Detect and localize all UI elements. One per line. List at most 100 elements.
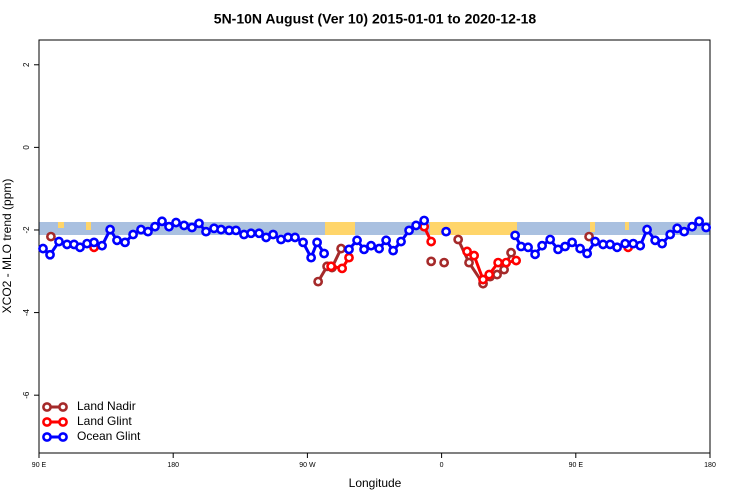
data-point bbox=[75, 242, 85, 253]
data-point bbox=[469, 250, 480, 261]
data-point bbox=[201, 226, 211, 237]
data-point bbox=[612, 242, 623, 253]
legend-marker bbox=[42, 432, 52, 442]
data-point bbox=[679, 226, 690, 237]
data-point bbox=[45, 249, 55, 260]
land-strip bbox=[590, 222, 595, 232]
data-point bbox=[319, 248, 330, 259]
data-point bbox=[97, 240, 107, 251]
data-point bbox=[657, 238, 668, 249]
land-strip bbox=[625, 222, 629, 230]
data-point bbox=[231, 225, 241, 236]
y-tick-label: -2 bbox=[22, 226, 31, 234]
data-point bbox=[590, 236, 601, 247]
data-point bbox=[150, 221, 160, 232]
legend-label: Land Nadir bbox=[77, 399, 136, 413]
data-point bbox=[426, 236, 437, 247]
data-point bbox=[194, 218, 204, 229]
x-tick-label: 180 bbox=[167, 462, 179, 469]
data-point bbox=[462, 246, 472, 257]
data-point bbox=[687, 221, 698, 232]
data-point bbox=[484, 269, 495, 280]
x-tick-label: 0 bbox=[440, 462, 444, 469]
data-point bbox=[665, 229, 676, 240]
data-point bbox=[439, 257, 450, 268]
data-point bbox=[584, 231, 594, 242]
data-point bbox=[701, 222, 712, 233]
data-point bbox=[157, 216, 167, 227]
data-point bbox=[501, 257, 512, 268]
data-point bbox=[694, 216, 705, 227]
data-point bbox=[388, 245, 399, 256]
data-point bbox=[344, 252, 354, 263]
data-point bbox=[560, 241, 570, 252]
data-point bbox=[306, 252, 317, 263]
data-point bbox=[642, 224, 652, 235]
data-point bbox=[453, 234, 464, 245]
data-point bbox=[179, 220, 189, 231]
legend-marker bbox=[58, 402, 68, 412]
data-point bbox=[120, 237, 130, 248]
legend-label: Ocean Glint bbox=[77, 429, 141, 443]
x-tick-label: 180 bbox=[704, 462, 716, 469]
data-point bbox=[313, 276, 324, 287]
x-tick-label: 90 E bbox=[569, 462, 584, 469]
data-point bbox=[366, 240, 376, 251]
data-point bbox=[54, 236, 64, 247]
data-point bbox=[171, 217, 181, 228]
data-point bbox=[404, 225, 414, 236]
x-axis-label: Longitude bbox=[349, 476, 402, 490]
data-point bbox=[545, 234, 556, 245]
data-point bbox=[268, 229, 279, 240]
data-point bbox=[419, 215, 430, 226]
y-tick-label: -4 bbox=[22, 308, 31, 316]
data-point bbox=[381, 235, 392, 246]
data-point bbox=[575, 243, 586, 254]
legend-marker bbox=[58, 417, 68, 427]
data-point bbox=[326, 261, 337, 272]
data-point bbox=[374, 243, 385, 254]
data-point bbox=[464, 257, 474, 268]
data-point bbox=[582, 248, 593, 259]
legend-label: Land Glint bbox=[77, 414, 132, 428]
data-point bbox=[523, 242, 533, 253]
data-point bbox=[216, 224, 226, 235]
data-point bbox=[246, 228, 256, 239]
x-tick-label: 90 E bbox=[32, 462, 47, 469]
land-strip bbox=[430, 222, 517, 235]
data-point bbox=[478, 274, 488, 285]
data-point bbox=[164, 221, 174, 232]
data-point bbox=[143, 226, 153, 237]
data-point bbox=[426, 256, 437, 267]
data-point bbox=[492, 269, 502, 280]
data-point bbox=[298, 237, 308, 248]
data-point bbox=[112, 235, 122, 246]
data-point bbox=[254, 228, 264, 239]
data-point bbox=[105, 224, 116, 235]
data-point bbox=[510, 230, 521, 241]
data-point bbox=[620, 238, 631, 249]
data-point bbox=[635, 240, 646, 251]
y-tick-label: 0 bbox=[22, 145, 31, 150]
data-point bbox=[344, 244, 354, 255]
data-point bbox=[396, 236, 406, 247]
legend-marker bbox=[42, 402, 52, 412]
chart-title: 5N-10N August (Ver 10) 2015-01-01 to 202… bbox=[214, 11, 537, 27]
data-point bbox=[441, 226, 451, 237]
data-point bbox=[511, 255, 522, 266]
land-strip bbox=[58, 222, 64, 228]
y-tick-label: -6 bbox=[22, 391, 31, 399]
data-point bbox=[312, 237, 322, 248]
data-point bbox=[46, 231, 56, 242]
land-strip bbox=[86, 222, 91, 230]
data-point bbox=[337, 263, 348, 274]
data-point bbox=[530, 249, 540, 260]
land-strip bbox=[325, 222, 355, 235]
data-point bbox=[336, 243, 346, 254]
y-axis-label: XCO2 - MLO trend (ppm) bbox=[0, 179, 14, 314]
x-tick-label: 90 W bbox=[299, 462, 316, 469]
data-point bbox=[411, 220, 422, 231]
data-point bbox=[128, 229, 138, 240]
data-point bbox=[359, 244, 369, 255]
